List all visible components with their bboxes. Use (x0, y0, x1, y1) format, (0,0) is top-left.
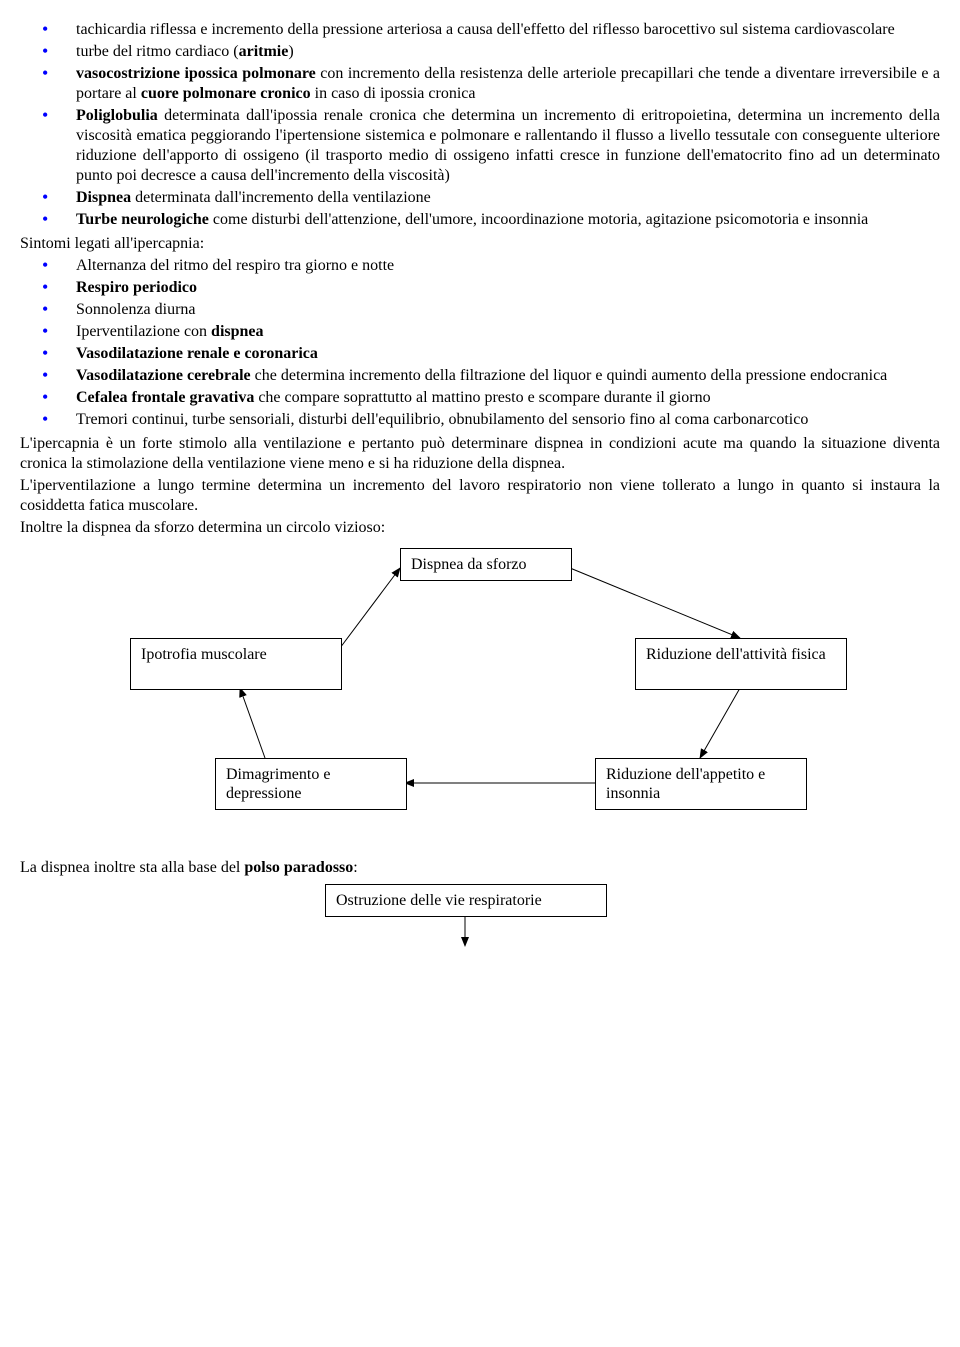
flow-node-right: Riduzione dell'attività fisica (635, 638, 847, 690)
flow-node-br: Riduzione dell'appetito e insonnia (595, 758, 807, 810)
paragraph-polso-paradosso-intro: La dispnea inoltre sta alla base del pol… (20, 858, 940, 878)
hypercapnia-list-item: Respiro periodico (20, 278, 940, 298)
obstruction-box-wrap: Ostruzione delle vie respiratorie (20, 884, 940, 954)
hypercapnia-list-item: Alternanza del ritmo del respiro tra gio… (20, 256, 940, 276)
hypoxia-list-item: Poliglobulia determinata dall'ipossia re… (20, 106, 940, 186)
vicious-circle-flowchart: Dispnea da sforzo Ipotrofia muscolare Ridu… (20, 548, 940, 848)
hypercapnia-list-item: Iperventilazione con dispnea (20, 322, 940, 342)
hypercapnia-list-item: Sonnolenza diurna (20, 300, 940, 320)
hypoxia-list-item: tachicardia riflessa e incremento della … (20, 20, 940, 40)
subheading-hypercapnia: Sintomi legati all'ipercapnia: (20, 234, 940, 254)
hypoxia-symptom-list: tachicardia riflessa e incremento della … (20, 20, 940, 230)
hypoxia-list-item: Turbe neurologiche come disturbi dell'at… (20, 210, 940, 230)
hypercapnia-list-item: Vasodilatazione renale e coronarica (20, 344, 940, 364)
hypercapnia-list-item: Cefalea frontale gravativa che compare s… (20, 388, 940, 408)
hypoxia-list-item: vasocostrizione ipossica polmonare con i… (20, 64, 940, 104)
paragraph-vicious-circle-intro: Inoltre la dispnea da sforzo determina u… (20, 518, 940, 538)
page-content: tachicardia riflessa e incremento della … (0, 0, 960, 974)
hypercapnia-list-item: Vasodilatazione cerebrale che determina … (20, 366, 940, 386)
paragraph-hyperventilation: L'iperventilazione a lungo termine deter… (20, 476, 940, 516)
hypercapnia-symptom-list: Alternanza del ritmo del respiro tra gio… (20, 256, 940, 430)
hypoxia-list-item: Dispnea determinata dall'incremento dell… (20, 188, 940, 208)
paragraph-hypercapnia-stimulus: L'ipercapnia è un forte stimolo alla ven… (20, 434, 940, 474)
hypercapnia-list-item: Tremori continui, turbe sensoriali, dist… (20, 410, 940, 430)
flow-node-bl: Dimagrimento e depressione (215, 758, 407, 810)
obstruction-box: Ostruzione delle vie respiratorie (325, 884, 607, 917)
hypoxia-list-item: turbe del ritmo cardiaco (aritmie) (20, 42, 940, 62)
flow-node-left: Ipotrofia muscolare (130, 638, 342, 690)
flow-node-top: Dispnea da sforzo (400, 548, 572, 581)
